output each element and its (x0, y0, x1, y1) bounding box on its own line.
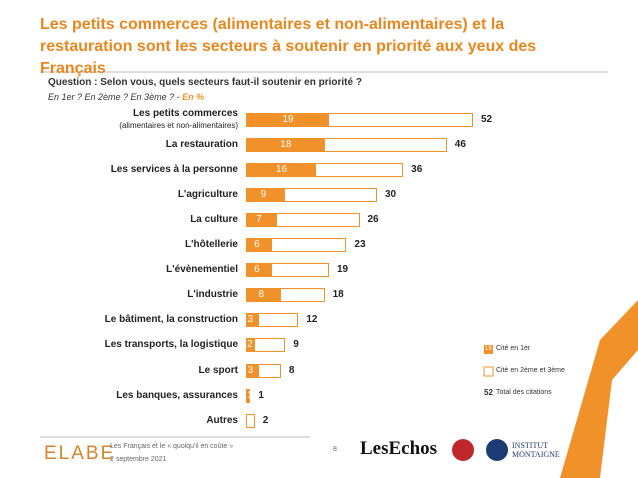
value-label: 2 (247, 339, 253, 351)
value-label: 46 (454, 138, 466, 150)
page-number: 8 (333, 446, 337, 453)
value-label: 36 (411, 163, 423, 175)
value-label: 9 (293, 339, 299, 351)
value-label: 1 (258, 389, 264, 401)
bar-total (246, 413, 255, 428)
cat-label: La restauration (165, 138, 238, 150)
value-label: 18 (280, 138, 292, 150)
cat-label: Autres (206, 414, 238, 426)
value-label: 30 (384, 188, 397, 200)
value-label: 7 (256, 213, 262, 225)
subtitle-text: En 1er ? En 2ème ? En 3ème ? - (48, 92, 180, 102)
value-label: 8 (258, 289, 265, 301)
bar-first (246, 162, 316, 177)
cat-label: Les services à la personne (110, 163, 238, 175)
bar-first (246, 313, 260, 328)
value-label: 3 (247, 364, 254, 376)
value-label: 26 (367, 213, 379, 225)
cat-label: Les banques, assurances (116, 389, 238, 401)
value-label: 2 (262, 414, 269, 426)
legend-sample: 52 (484, 388, 493, 397)
value-label: 1 (247, 389, 253, 401)
value-label: 23 (354, 239, 366, 250)
legend-sample: 19 (485, 346, 492, 352)
bar-first (246, 212, 277, 227)
subtitle: En 1er ? En 2ème ? En 3ème ? - En % (48, 92, 204, 102)
brand: ELABE (44, 443, 116, 464)
cat-label: Les petits commerces (alimentaires et no… (119, 107, 238, 130)
bar-first (246, 187, 286, 202)
decor-shape (600, 350, 638, 478)
value-label: 16 (275, 163, 288, 175)
bar-first (246, 238, 273, 252)
value-label: 18 (332, 289, 344, 301)
partner-logo: INSTITUT MONTAIGNE (512, 441, 560, 459)
value-label: 19 (336, 264, 349, 276)
cat-label: Le sport (198, 364, 238, 376)
legend-label: Total des citations (496, 389, 552, 396)
value-label: 6 (254, 239, 260, 250)
legend-label: Cité en 2ème et 3ème (496, 367, 565, 374)
cat-label: Le bâtiment, la construction (104, 314, 238, 326)
subtitle-unit: En % (182, 92, 205, 102)
bar-first (246, 263, 273, 278)
footer-line: Les Français et le « quoiqu'il en coûte … (110, 443, 234, 450)
value-label: 3 (247, 314, 254, 326)
value-label: 19 (282, 113, 294, 125)
value-label: 9 (260, 188, 267, 200)
value-label: 8 (288, 364, 295, 376)
logo (452, 439, 474, 461)
cat-label: Les transports, la logistique (104, 339, 238, 351)
partner-logo: LesEchos (360, 438, 438, 459)
bar-first (246, 388, 251, 403)
legend-swatch (484, 345, 493, 354)
title: Les petits commerces (alimentaires et no… (40, 16, 537, 77)
cat-label: L'évènementiel (166, 264, 238, 276)
value-label: 6 (254, 264, 260, 276)
bar-first (246, 288, 281, 303)
footer-line: 2 septembre 2021 (110, 456, 167, 463)
bar-first (246, 363, 260, 378)
cat-label: L'agriculture (177, 188, 238, 200)
legend-label: Cité en 1er (496, 345, 531, 352)
legend-swatch (483, 366, 494, 377)
value-label: 12 (306, 314, 318, 326)
bar-first (246, 137, 325, 152)
logo (486, 439, 508, 461)
cat-label: L'hôtellerie (185, 239, 238, 250)
cat-label: La culture (190, 213, 238, 225)
cat-label: L'industrie (187, 289, 238, 301)
bar-first (246, 338, 255, 353)
question: Question : Selon vous, quels secteurs fa… (48, 77, 362, 88)
value-label: 52 (481, 113, 493, 125)
bar-first (246, 112, 329, 127)
